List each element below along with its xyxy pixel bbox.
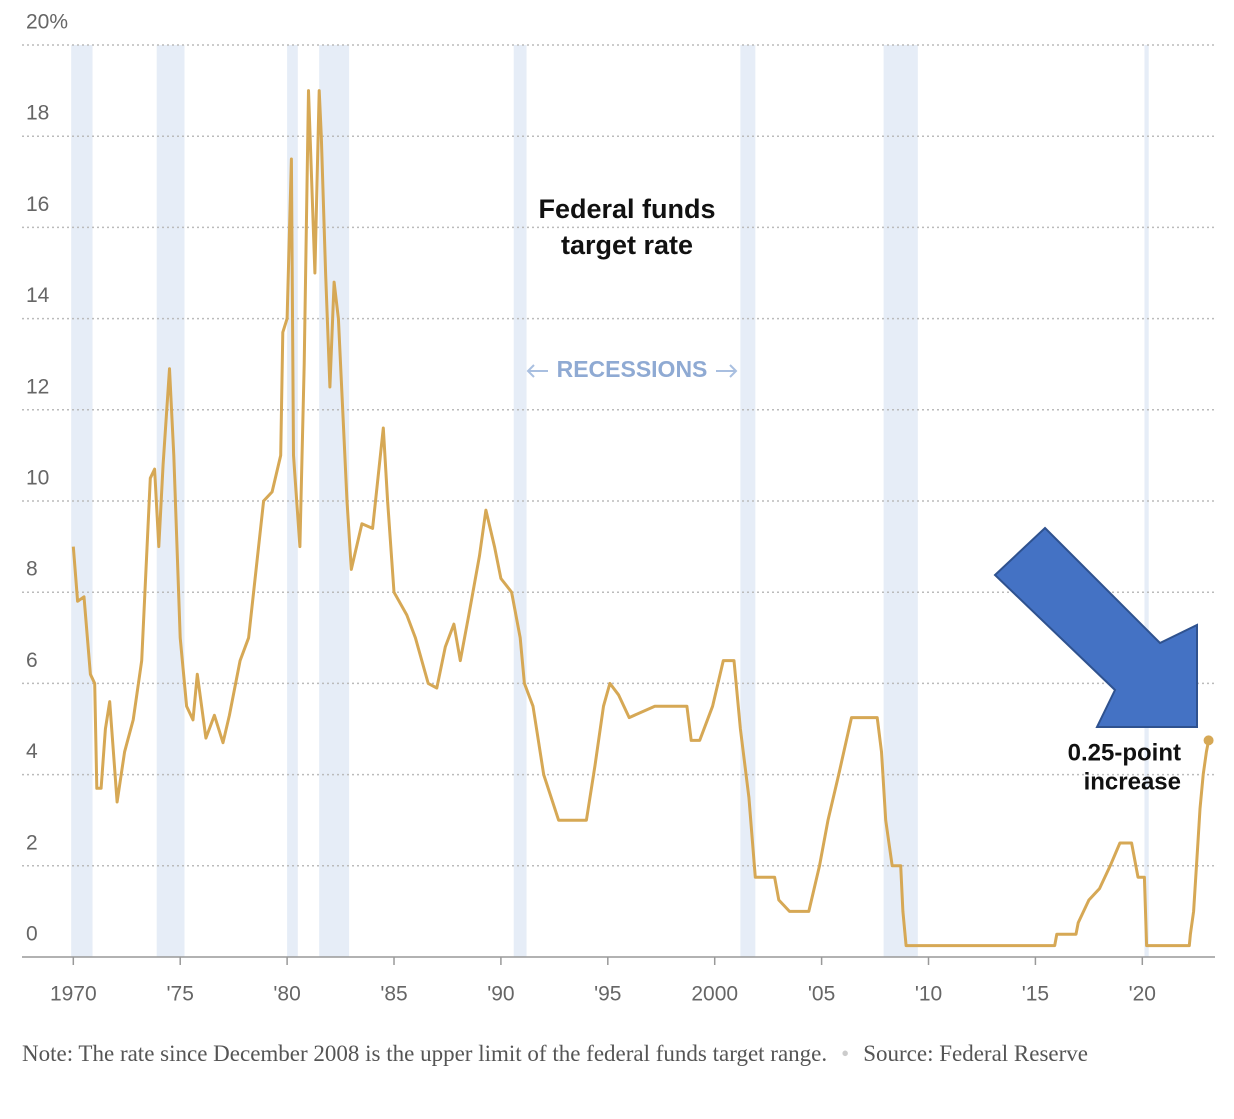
note: Note: The rate since December 2008 is th… (22, 1041, 828, 1066)
x-tick-label: '15 (1022, 983, 1049, 1006)
y-tick-label: 20% (26, 11, 68, 34)
separator: • (841, 1041, 850, 1066)
y-tick-label: 8 (26, 558, 38, 581)
highlight-arrow (993, 526, 1198, 728)
x-tick-label: '05 (808, 983, 835, 1006)
recession-band (71, 45, 93, 957)
x-tick-label: '80 (273, 983, 300, 1006)
y-tick-label: 4 (26, 740, 38, 763)
y-tick-label: 18 (26, 102, 49, 125)
y-tick-label: 12 (26, 375, 49, 398)
end-annotation: 0.25-point (1068, 739, 1181, 766)
y-tick-label: 14 (26, 284, 50, 307)
x-tick-label: '90 (487, 983, 514, 1006)
annotation: Federal funds (538, 194, 715, 224)
x-tick-label: 1970 (50, 983, 97, 1006)
recessions-label: RECESSIONS (557, 356, 708, 382)
x-tick-label: 2000 (691, 983, 738, 1006)
end-annotation: increase (1084, 768, 1181, 795)
recession-band (513, 45, 527, 957)
x-tick-label: '95 (594, 983, 621, 1006)
footnote: Note: The rate since December 2008 is th… (22, 1036, 1212, 1072)
x-tick-label: '10 (915, 983, 942, 1006)
arrow-right-head (729, 364, 738, 378)
end-point (1203, 735, 1214, 746)
y-tick-label: 16 (26, 193, 49, 216)
recession-band (1144, 45, 1149, 957)
chart: 0 2 4 6 8 10 12 14 16 18 20% 1970 '75 '80 '85 '90 '95 200… (22, 11, 1215, 1006)
rate-line (71, 89, 1211, 948)
source: Source: Federal Reserve (863, 1041, 1089, 1066)
x-tick-label: '85 (380, 983, 407, 1006)
labels: Federal funds target rate RECESSIONS 0.2… (526, 194, 1181, 795)
plot (71, 89, 1214, 948)
y-tick-label: 6 (26, 649, 38, 672)
arrow-left-head (526, 364, 535, 378)
grid: 0 2 4 6 8 10 12 14 16 18 20% 1970 '75 '80 '85 '90 '95 200… (22, 11, 1215, 1006)
y-tick-label: 2 (26, 831, 38, 854)
x-tick-label: '75 (167, 983, 194, 1006)
y-tick-label: 0 (26, 923, 38, 946)
annotation: target rate (561, 230, 693, 260)
y-tick-label: 10 (26, 467, 49, 490)
x-tick-label: '20 (1129, 983, 1156, 1006)
